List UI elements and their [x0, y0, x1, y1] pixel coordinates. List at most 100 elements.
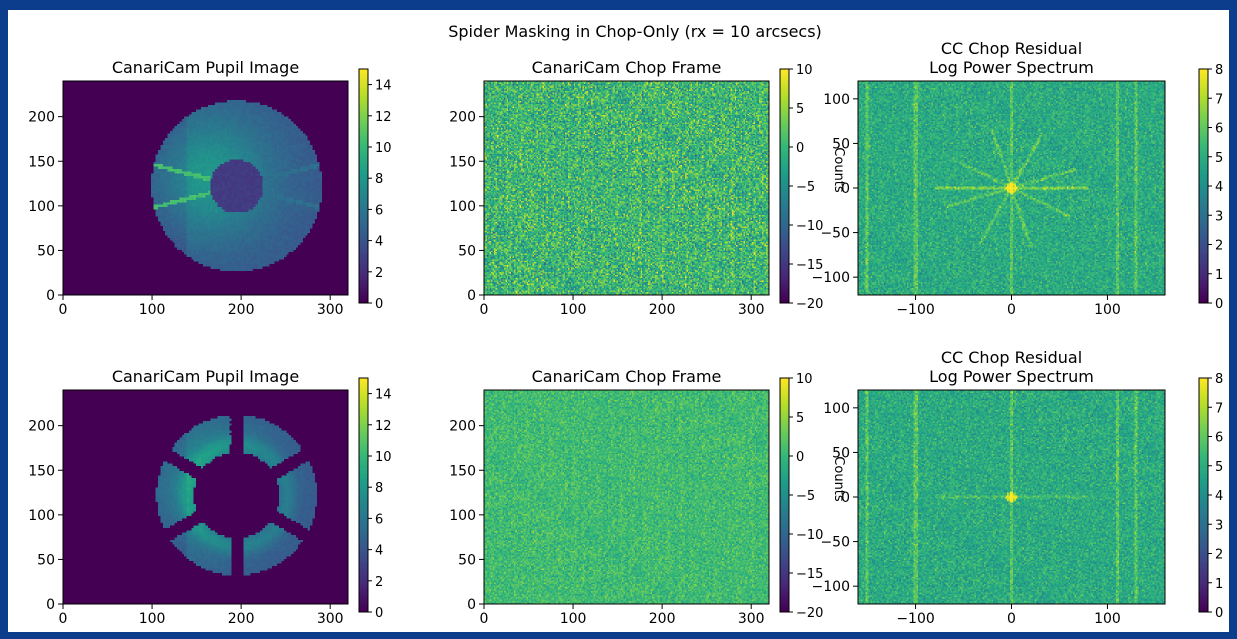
colorbar-tick-label: −20 [796, 606, 823, 621]
figure-frame: Spider Masking in Chop-Only (rx = 10 arc… [8, 10, 1229, 632]
colorbar-tick-label: 0 [796, 141, 804, 156]
y-tick-label: −100 [812, 579, 850, 595]
colorbar-tick-label: −15 [796, 567, 823, 582]
colorbar-tick-label: 8 [1215, 372, 1223, 387]
colorbar-tick-label: 10 [375, 141, 392, 156]
y-tick-label: 150 [28, 463, 55, 479]
colorbar-tick-label: 5 [1215, 460, 1223, 475]
heatmap-image [484, 390, 769, 604]
colorbar-tick-label: 1 [1215, 268, 1223, 283]
colorbar-tick-label: 10 [796, 63, 813, 78]
colorbar-gradient [1199, 69, 1208, 303]
colorbar-tick-label: 3 [1215, 518, 1223, 533]
y-tick-label: 50 [832, 445, 850, 461]
colorbar-tick-label: 3 [1215, 209, 1223, 224]
colorbar-tick-label: 6 [1215, 122, 1223, 137]
y-tick-label: 0 [467, 288, 476, 304]
x-tick-label: 300 [738, 611, 765, 627]
x-tick-label: 0 [480, 302, 489, 318]
colorbar-tick-label: 2 [375, 266, 383, 281]
x-tick-label: 200 [649, 302, 676, 318]
colorbar-gradient [359, 69, 368, 303]
x-tick-label: 100 [560, 302, 587, 318]
panel-r1c1: CanariCam Pupil Image 0 100 200 300 0 50 100 150… [28, 58, 391, 318]
y-tick-label: 150 [449, 154, 476, 170]
y-tick-label: 200 [28, 110, 55, 126]
colorbar-frame [358, 68, 369, 304]
colorbar-tick-label: 7 [1215, 92, 1223, 107]
x-tick-label: 100 [139, 611, 166, 627]
y-tick-label: −50 [820, 535, 850, 551]
colorbar-tick-label: 7 [1215, 401, 1223, 416]
y-tick-label: 0 [46, 288, 55, 304]
colorbar-tick-label: 14 [375, 388, 392, 403]
x-tick-label: 0 [1007, 302, 1016, 318]
y-tick-label: 0 [841, 490, 850, 506]
panel-title: CanariCam Pupil Image [112, 58, 299, 77]
colorbar-frame [358, 377, 369, 613]
y-tick-label: 100 [823, 401, 850, 417]
colorbar-gradient [1199, 378, 1208, 612]
colorbar-tick-label: 4 [375, 544, 383, 559]
x-tick-label: 300 [317, 302, 344, 318]
colorbar-tick-label: 0 [1215, 606, 1223, 621]
colorbar-tick-label: −20 [796, 297, 823, 312]
colorbar-tick-label: 4 [375, 235, 383, 250]
x-tick-label: 300 [738, 302, 765, 318]
heatmap-image [63, 390, 348, 604]
x-tick-label: 300 [317, 611, 344, 627]
figure-canvas: Spider Masking in Chop-Only (rx = 10 arc… [28, 22, 1223, 627]
y-tick-label: 100 [28, 199, 55, 215]
colorbar-gradient [780, 69, 789, 303]
colorbar-tick-label: 0 [375, 297, 383, 312]
colorbar-tick-label: −5 [796, 180, 815, 195]
x-tick-label: −100 [896, 302, 934, 318]
x-tick-label: 200 [649, 611, 676, 627]
colorbar-tick-label: 0 [1215, 297, 1223, 312]
colorbar-tick-label: 12 [375, 419, 392, 434]
panel-title: CC Chop Residual [941, 348, 1082, 367]
heatmap-image [484, 81, 769, 295]
colorbar-tick-label: 0 [796, 450, 804, 465]
colorbar-tick-label: 1 [1215, 577, 1223, 592]
y-tick-label: 50 [37, 243, 55, 259]
x-tick-label: 100 [139, 302, 166, 318]
x-tick-label: 200 [228, 302, 255, 318]
heatmap-image [858, 390, 1165, 604]
plot-frame [483, 389, 770, 605]
y-tick-label: 100 [823, 92, 850, 108]
y-tick-label: −50 [820, 226, 850, 242]
panel-title: CanariCam Chop Frame [532, 58, 722, 77]
y-tick-label: 50 [458, 552, 476, 568]
plot-frame [62, 389, 349, 605]
y-tick-label: 200 [449, 110, 476, 126]
y-tick-label: 0 [841, 181, 850, 197]
colorbar-tick-label: −5 [796, 489, 815, 504]
heatmap-image [858, 81, 1165, 295]
colorbar-tick-label: 6 [375, 203, 383, 218]
panel-title: CanariCam Chop Frame [532, 367, 722, 386]
colorbar-tick-label: 10 [796, 372, 813, 387]
colorbar-tick-label: 8 [375, 172, 383, 187]
y-tick-label: 50 [458, 243, 476, 259]
y-tick-label: −100 [812, 270, 850, 286]
figure-suptitle: Spider Masking in Chop-Only (rx = 10 arc… [448, 22, 822, 41]
panel-title: CanariCam Pupil Image [112, 367, 299, 386]
colorbar-tick-label: −10 [796, 219, 823, 234]
colorbar-tick-label: 5 [1215, 151, 1223, 166]
x-tick-label: 100 [560, 611, 587, 627]
x-tick-label: 200 [228, 611, 255, 627]
y-tick-label: 150 [28, 154, 55, 170]
y-tick-label: 100 [449, 508, 476, 524]
colorbar-tick-label: 14 [375, 79, 392, 94]
x-tick-label: 100 [1094, 611, 1121, 627]
colorbar-tick-label: 4 [1215, 180, 1223, 195]
colorbar-tick-label: 0 [375, 606, 383, 621]
colorbar-tick-label: 8 [375, 481, 383, 496]
y-tick-label: 150 [449, 463, 476, 479]
colorbar-tick-label: −15 [796, 258, 823, 273]
colorbar-label: Counts [831, 147, 846, 193]
colorbar-tick-label: 2 [375, 575, 383, 590]
